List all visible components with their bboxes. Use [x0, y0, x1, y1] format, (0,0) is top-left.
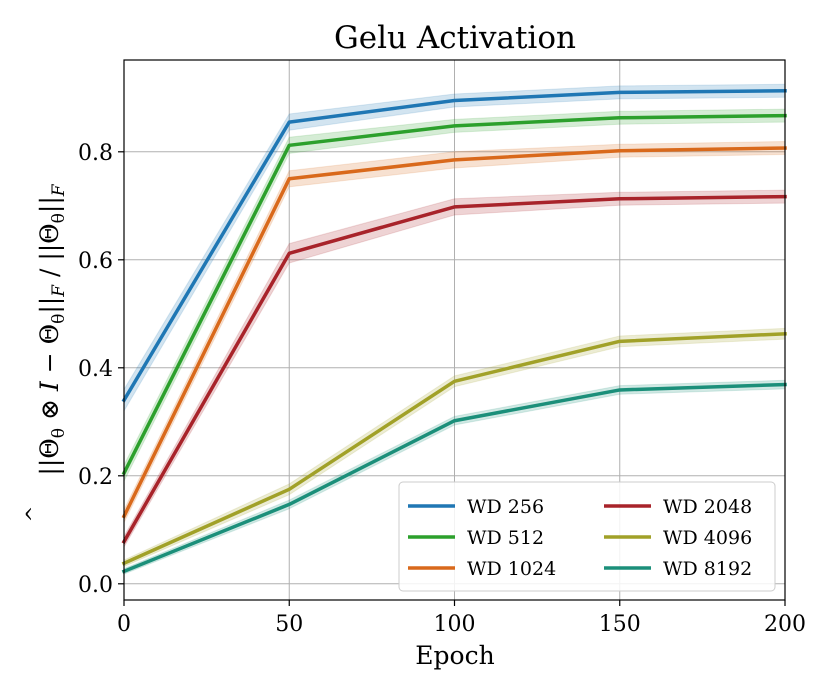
x-tick-label: 0 [117, 612, 131, 637]
line-wd-8192 [121, 382, 787, 574]
x-axis-label: Epoch [415, 641, 494, 670]
y-tick-label: 0.6 [78, 249, 113, 274]
line-wd-512 [121, 113, 787, 476]
y-axis-label: ||Θθ ⊗ I − Θθ||F / ||Θθ||F ^ [21, 183, 69, 522]
line-wd-256 [121, 89, 787, 403]
legend-label-wd-8192: WD 8192 [663, 558, 752, 580]
svg-text:||Θθ ⊗ I − Θθ||F / ||Θθ||F: ||Θθ ⊗ I − Θθ||F / ||Θθ||F [35, 183, 69, 475]
x-tick-label: 200 [764, 612, 806, 637]
legend-label-wd-2048: WD 2048 [663, 496, 752, 518]
legend-label-wd-1024: WD 1024 [467, 558, 556, 580]
legend-box [398, 481, 776, 592]
y-tick-label: 0.0 [78, 573, 113, 598]
y-tick-label: 0.2 [78, 465, 113, 490]
legend-label-wd-512: WD 512 [467, 527, 544, 549]
y-axis-label-hat: ^ [21, 506, 45, 523]
y-tick-label: 0.4 [78, 357, 113, 382]
legend: WD 256 WD 512 WD 1024 WD 2048 WD 4096 WD 8192 [398, 481, 776, 592]
line-wd-1024 [121, 146, 787, 519]
series-lines [121, 89, 787, 574]
x-tick-label: 50 [275, 612, 303, 637]
line-wd-4096 [121, 331, 787, 566]
legend-label-wd-4096: WD 4096 [663, 527, 752, 549]
x-tick-label: 100 [434, 612, 476, 637]
chart-title: Gelu Activation [334, 20, 576, 56]
axis-ticks: 0 50 100 150 200 0.0 0.2 0.4 0.6 0.8 [78, 141, 806, 637]
line-wd-2048 [121, 194, 787, 545]
y-tick-label: 0.8 [78, 141, 113, 166]
legend-label-wd-256: WD 256 [467, 496, 544, 518]
x-tick-label: 150 [599, 612, 641, 637]
